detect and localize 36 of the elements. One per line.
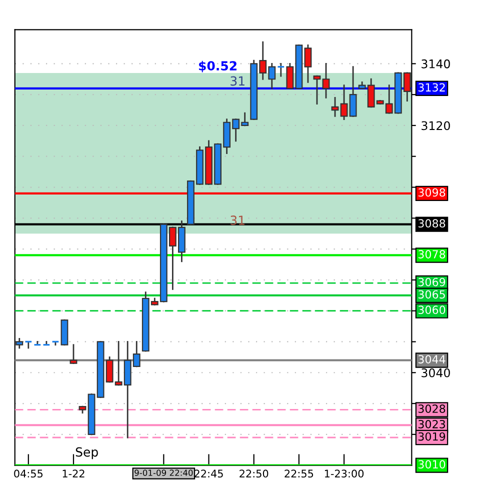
- x-tick-label: 1-22: [62, 470, 84, 478]
- ref-line-label: 3065: [418, 290, 445, 299]
- x-tick-label: 9-01-09 22:40: [134, 470, 193, 476]
- ref-line-label: 3132: [418, 83, 445, 92]
- ref-line-label: 3069: [418, 278, 446, 286]
- x-tick-label: 22:45: [194, 470, 223, 478]
- ref-line-label: 3088: [418, 219, 446, 228]
- candlestick: [313, 75, 321, 105]
- x-tick-label: 22:55: [284, 470, 314, 478]
- x-tick-label: 04:55: [14, 470, 43, 478]
- ref-line-label: 3028: [418, 404, 446, 413]
- candlestick: [331, 96, 339, 117]
- candlestick: [322, 62, 330, 98]
- ref-line-label: 3019: [418, 432, 446, 441]
- y-tick-label: 3140: [422, 59, 450, 68]
- candlestick: [33, 341, 42, 346]
- x-tick-label: 1-23:00: [324, 470, 364, 478]
- x-tick-label: 22:50: [240, 470, 268, 478]
- candlestick: [16, 338, 24, 349]
- ref-line-label: 3078: [418, 250, 446, 258]
- ref-line-label: 3044: [418, 355, 446, 364]
- candlestick: [42, 341, 50, 346]
- annotation: Sep: [76, 447, 98, 460]
- candlestick: [24, 340, 32, 349]
- band-label: $0.52: [198, 60, 236, 72]
- y-tick-label: 3040: [422, 368, 450, 378]
- candlestick: [304, 44, 312, 83]
- y-tick-label: 3120: [422, 121, 450, 130]
- ref-line-label: 3098: [418, 188, 446, 197]
- annotation: 31: [230, 76, 244, 86]
- ref-line-label: 3023: [418, 420, 446, 428]
- ref-line-label: 3010: [418, 460, 446, 469]
- candlestick: [276, 62, 285, 77]
- annotation: 31: [230, 216, 244, 225]
- ref-line-label: 3060: [418, 306, 446, 314]
- candlestick: [70, 344, 78, 364]
